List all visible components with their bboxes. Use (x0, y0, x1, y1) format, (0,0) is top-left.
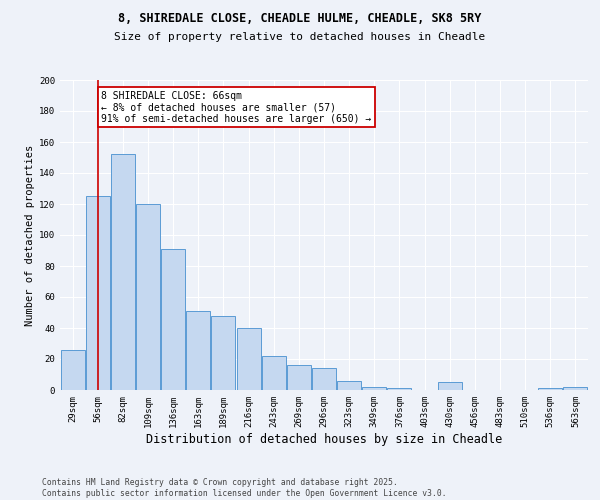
Bar (563, 387, 587, 390)
Bar (61, 350, 85, 390)
Bar (538, 388, 562, 390)
Bar (337, 380, 361, 390)
Y-axis label: Number of detached properties: Number of detached properties (25, 144, 35, 326)
Bar (388, 388, 412, 390)
Bar (161, 249, 185, 390)
Text: Contains HM Land Registry data © Crown copyright and database right 2025.
Contai: Contains HM Land Registry data © Crown c… (42, 478, 446, 498)
Text: 8, SHIREDALE CLOSE, CHEADLE HULME, CHEADLE, SK8 5RY: 8, SHIREDALE CLOSE, CHEADLE HULME, CHEAD… (118, 12, 482, 26)
Bar (236, 328, 260, 390)
Bar (438, 382, 461, 390)
Bar (86, 196, 110, 390)
Text: 8 SHIREDALE CLOSE: 66sqm
← 8% of detached houses are smaller (57)
91% of semi-de: 8 SHIREDALE CLOSE: 66sqm ← 8% of detache… (101, 91, 372, 124)
Bar (211, 316, 235, 390)
Text: Size of property relative to detached houses in Cheadle: Size of property relative to detached ho… (115, 32, 485, 42)
Bar (136, 204, 160, 390)
Bar (262, 356, 286, 390)
Bar (111, 154, 135, 390)
Bar (312, 368, 336, 390)
Bar (187, 311, 210, 390)
Bar (287, 365, 311, 390)
X-axis label: Distribution of detached houses by size in Cheadle: Distribution of detached houses by size … (146, 432, 502, 446)
Bar (362, 387, 386, 390)
